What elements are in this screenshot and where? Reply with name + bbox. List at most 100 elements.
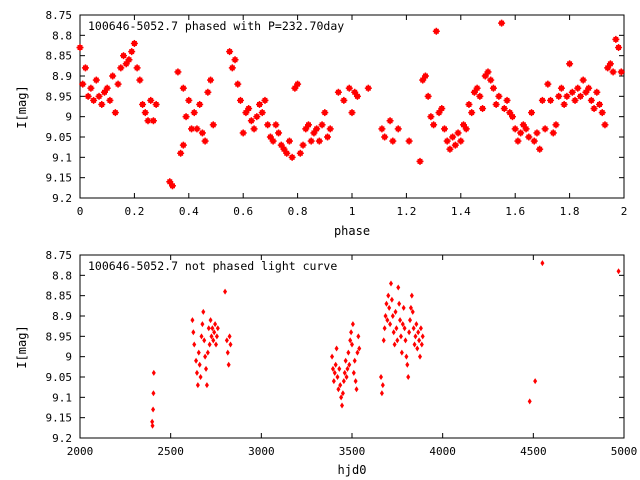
unphased-data-point <box>352 357 357 364</box>
unphased-data-point <box>410 308 415 315</box>
unphased-data-point <box>354 386 359 393</box>
unphased-data-point <box>194 357 199 364</box>
phased-y-tick-label: 9.15 <box>46 172 73 185</box>
unphased-data-point <box>223 288 228 295</box>
phased-data-point <box>109 72 117 80</box>
phased-data-point <box>334 88 342 96</box>
phased-data-point <box>285 137 293 145</box>
phased-data-point <box>231 56 239 64</box>
phased-data-point <box>313 125 321 133</box>
phased-data-point <box>100 88 108 96</box>
unphased-data-point <box>198 374 203 380</box>
phased-data-point <box>484 68 492 76</box>
phased-data-point <box>449 133 457 141</box>
unphased-data-point <box>196 349 201 356</box>
unphased-data-point <box>151 406 156 413</box>
phased-data-point <box>563 92 571 100</box>
unphased-data-point <box>215 325 220 332</box>
unphased-data-point <box>402 325 407 332</box>
phased-data-point <box>487 76 495 84</box>
phased-data-point <box>291 84 299 92</box>
unphased-data-point <box>420 333 425 340</box>
unphased-y-tick-label: 8.85 <box>46 290 73 303</box>
phased-x-tick-label: 2 <box>621 205 628 218</box>
unphased-data-point <box>353 378 358 385</box>
phased-data-point <box>612 35 620 43</box>
unphased-data-point <box>191 329 196 336</box>
phased-data-point <box>378 125 386 133</box>
phased-data-point <box>139 100 147 108</box>
phased-data-point <box>141 109 149 117</box>
phased-data-point <box>90 96 98 104</box>
unphased-x-tick-label: 4500 <box>520 445 547 458</box>
phased-data-point <box>364 84 372 92</box>
phased-data-point <box>609 68 617 76</box>
phased-data-point <box>506 109 514 117</box>
unphased-data-point <box>202 337 207 344</box>
unphased-data-point <box>343 357 348 364</box>
phased-data-point <box>266 133 274 141</box>
unphased-data-point <box>206 325 211 332</box>
phased-y-tick-label: 8.95 <box>46 90 73 103</box>
phased-x-tick-label: 0.8 <box>288 205 308 218</box>
unphased-data-point <box>419 341 424 348</box>
phased-data-point <box>125 56 133 64</box>
unphased-data-point <box>337 365 342 372</box>
unphased-data-point <box>150 422 155 429</box>
phased-data-point <box>149 117 157 125</box>
phased-data-point <box>294 80 302 88</box>
unphased-data-point <box>418 353 422 360</box>
unphased-data-point <box>226 361 231 368</box>
unphased-data-point <box>204 365 209 372</box>
unphased-data-point <box>415 345 420 352</box>
phased-data-point <box>345 84 353 92</box>
phased-data-point <box>555 92 563 100</box>
unphased-data-point <box>401 304 406 311</box>
unphased-data-point <box>380 382 385 389</box>
phased-x-tick-label: 0.2 <box>124 205 144 218</box>
unphased-data-point <box>384 300 389 307</box>
phased-plot-frame <box>79 14 625 199</box>
unphased-data-point <box>344 374 349 380</box>
phased-data-point <box>250 125 258 133</box>
unphased-data-point <box>390 313 395 319</box>
unphased-data-point <box>213 321 218 328</box>
unphased-data-point <box>228 341 233 348</box>
phased-data-point <box>299 141 307 149</box>
unphased-data-point <box>405 361 410 368</box>
unphased-data-point <box>540 260 545 267</box>
unphased-data-point <box>389 296 394 303</box>
phased-data-point <box>310 129 318 137</box>
unphased-data-point <box>348 337 353 344</box>
unphased-data-point <box>398 333 403 340</box>
unphased-data-point <box>379 374 384 380</box>
unphased-data-point <box>409 292 414 299</box>
unphased-data-point <box>417 337 422 344</box>
phased-data-point <box>430 121 438 129</box>
unphased-data-point <box>212 329 217 336</box>
phased-data-point <box>98 100 106 108</box>
unphased-x-tick-label: 2000 <box>67 445 94 458</box>
phased-data-point <box>585 84 593 92</box>
phased-y-tick-label: 9.2 <box>52 192 72 205</box>
unphased-data-point <box>394 325 399 332</box>
unphased-data-point <box>208 317 213 324</box>
phased-data-point <box>92 76 100 84</box>
phased-data-point <box>152 100 160 108</box>
phased-data-point <box>557 84 565 92</box>
phased-data-point <box>598 109 606 117</box>
unphased-data-point <box>391 329 396 336</box>
unphased-data-point <box>412 341 417 348</box>
unphased-data-point <box>379 390 384 397</box>
unphased-data-point <box>224 337 229 344</box>
phased-data-point <box>615 44 623 52</box>
phased-y-tick-label: 8.9 <box>52 70 72 83</box>
unphased-data-point <box>203 353 208 360</box>
phased-data-point <box>242 109 250 117</box>
phased-data-point <box>495 92 503 100</box>
phased-data-point <box>514 137 522 145</box>
unphased-data-point <box>616 268 621 275</box>
unphased-data-point <box>341 378 346 385</box>
unphased-data-point <box>340 390 345 397</box>
